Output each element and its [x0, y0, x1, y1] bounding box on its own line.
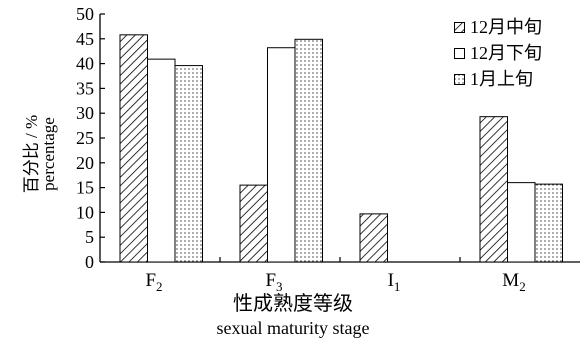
legend-label: 12月下旬: [470, 43, 542, 63]
legend-swatch-hatch: [454, 21, 465, 33]
x-tick-label: F2: [145, 270, 162, 294]
y-axis-label-en: percentage: [39, 117, 58, 191]
x-tick-label: M2: [502, 270, 525, 294]
y-tick-label: 0: [85, 252, 94, 272]
bar-M2-series-0: [479, 116, 508, 263]
y-tick-label: 15: [76, 178, 94, 198]
x-axis-label-en: sexual maturity stage: [216, 318, 370, 338]
legend-swatch-dots: [454, 73, 465, 85]
y-tick-label: 10: [76, 202, 94, 222]
x-axis-label-cn: 性成熟度等级: [233, 293, 353, 315]
bar-F2-series-2: [174, 65, 203, 263]
y-tick-label: 5: [85, 227, 94, 247]
legend-label: 12月中旬: [470, 17, 542, 37]
bar-M2-series-1: [507, 182, 536, 263]
y-tick-label: 35: [76, 78, 94, 98]
y-tick-label: 50: [76, 4, 94, 24]
bar-F2-series-1: [147, 58, 176, 263]
bar-M2-series-2: [534, 183, 563, 263]
legend-item: 12月中旬: [454, 14, 542, 40]
bar-F3-series-0: [239, 184, 268, 263]
bar-F2-series-0: [119, 34, 148, 263]
legend-item: 1月上旬: [454, 66, 542, 92]
legend-swatch-blank: [454, 47, 465, 59]
y-tick-label: 40: [76, 54, 94, 74]
bar-I1-series-0: [359, 213, 388, 263]
bar-F3-series-2: [294, 38, 323, 263]
y-axis-label: 百分比 / % percentage: [22, 89, 63, 219]
legend: 12月中旬 12月下旬 1月上旬: [454, 14, 542, 92]
x-tick-label: F3: [265, 270, 282, 294]
bar-F3-series-1: [267, 47, 296, 263]
legend-item: 12月下旬: [454, 40, 542, 66]
y-tick-label: 25: [76, 128, 94, 148]
y-tick-label: 20: [76, 153, 94, 173]
x-tick-label: I1: [388, 270, 401, 294]
legend-label: 1月上旬: [470, 69, 533, 89]
y-tick-label: 45: [76, 29, 94, 49]
y-axis-label-cn: 百分比 / %: [22, 114, 41, 194]
y-tick-label: 30: [76, 103, 94, 123]
